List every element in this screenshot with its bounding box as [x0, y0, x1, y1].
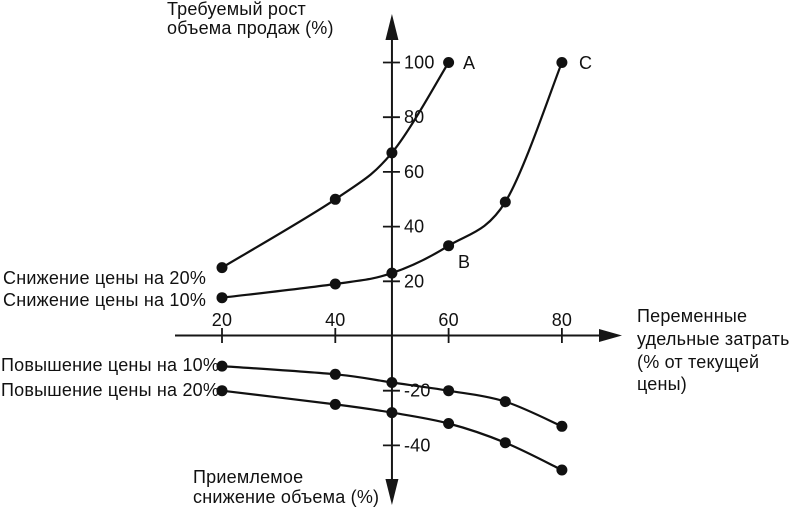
y-axis-bottom-label-line1: Приемлемое — [193, 467, 303, 487]
data-point — [386, 267, 398, 279]
data-point — [329, 398, 341, 410]
y-tick-label: 60 — [404, 162, 424, 182]
y-axis-bottom-label-line2: снижение объема (%) — [193, 487, 379, 507]
series-label-price-rise-20: Повышение цены на 20% — [1, 380, 219, 400]
data-point — [216, 360, 228, 372]
x-axis-label-line3: (% от текущей — [637, 352, 759, 372]
y-tick-label: -40 — [404, 435, 431, 455]
x-axis-label-line4: цены) — [637, 374, 687, 394]
data-point — [499, 437, 511, 449]
x-axis-label-line1: Переменные — [637, 306, 747, 326]
point-label-b: B — [458, 252, 470, 272]
point-label-a: A — [463, 53, 475, 73]
y-axis-up-arrow-icon — [385, 14, 399, 40]
series-label-price-cut-10: Снижение цены на 10% — [3, 290, 206, 310]
series-label-price-rise-10: Повышение цены на 10% — [1, 355, 219, 375]
x-tick-label: 60 — [438, 310, 458, 330]
y-axis-down-arrow-icon — [385, 479, 399, 505]
data-point — [329, 368, 341, 380]
data-point — [386, 407, 398, 419]
y-axis-top-label-line2: объема продаж (%) — [167, 18, 334, 38]
x-tick-label: 80 — [552, 310, 572, 330]
y-tick-label: 20 — [404, 271, 424, 291]
data-point — [216, 385, 228, 397]
series-curve-1 — [221, 62, 563, 299]
x-axis-label-line2: удельные затраты — [637, 329, 790, 349]
x-axis-arrow-icon — [599, 329, 622, 342]
data-point — [216, 292, 228, 304]
x-tick-label: 40 — [325, 310, 345, 330]
data-point — [216, 262, 228, 274]
data-point — [499, 196, 511, 208]
point-label-c: C — [579, 53, 592, 73]
y-axis-top-label-line1: Требуемый рост — [167, 0, 306, 19]
data-point — [443, 57, 455, 68]
series-label-price-cut-20: Снижение цены на 20% — [3, 268, 206, 288]
data-point — [443, 385, 455, 397]
data-point — [556, 420, 568, 432]
data-point — [443, 418, 455, 429]
data-point — [556, 57, 568, 68]
data-point — [329, 193, 341, 205]
data-point — [443, 240, 455, 252]
x-tick-label: 20 — [212, 310, 232, 330]
data-point — [386, 147, 398, 159]
data-point — [499, 396, 511, 408]
data-point — [329, 278, 341, 290]
y-tick-label: 40 — [404, 217, 424, 237]
y-tick-label: 100 — [404, 53, 435, 73]
data-point — [386, 377, 398, 388]
series-curve-0 — [221, 61, 450, 269]
data-point — [556, 464, 568, 476]
